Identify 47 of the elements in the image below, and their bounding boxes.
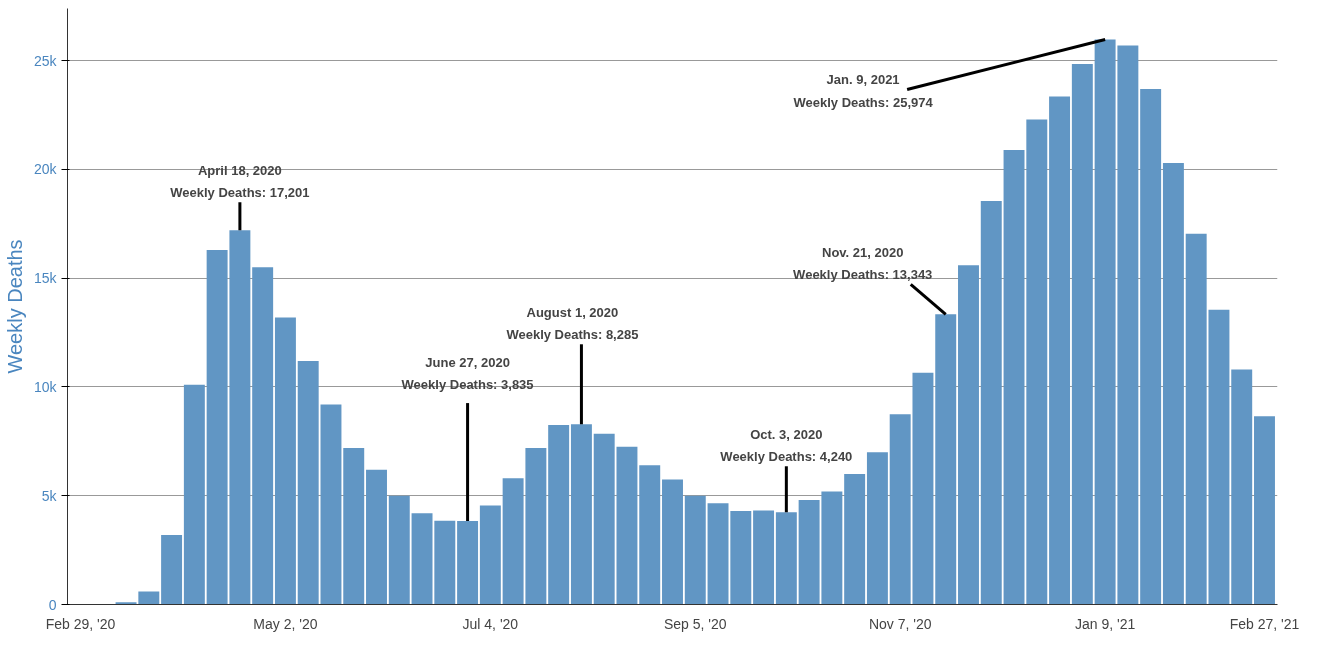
bar [958, 265, 979, 605]
bar [1254, 416, 1275, 605]
annotation: August 1, 2020 Weekly Deaths: 8,285 [506, 304, 639, 343]
x-tick-label: Feb 27, '21 [1229, 615, 1300, 632]
y-tick-label: 15k [33, 270, 58, 287]
y-tick-label: 0 [48, 596, 57, 613]
bar [161, 534, 183, 605]
bar [388, 495, 410, 605]
y-tick-label: 20k [33, 161, 58, 178]
bar [457, 521, 479, 605]
bar [775, 512, 797, 605]
bar [1231, 369, 1253, 605]
x-tick-label: Jul 4, '20 [462, 615, 519, 632]
y-tick-label: 5k [41, 487, 58, 504]
bar [1071, 63, 1093, 605]
bar [366, 469, 387, 605]
bar [548, 425, 570, 605]
bar [980, 201, 1002, 605]
x-tick-label: Sep 5, '20 [663, 615, 727, 632]
x-tick-label: Feb 29, '20 [45, 615, 116, 632]
bar [639, 465, 661, 605]
x-tick-label: Jan 9, '21 [1074, 615, 1136, 632]
annotation: Jan. 9, 2021 Weekly Deaths: 25,974 [793, 72, 934, 110]
bar [684, 495, 706, 605]
bar [252, 267, 274, 605]
y-tick-label: 25k [33, 52, 58, 69]
annotation: Oct. 3, 2020 Weekly Deaths: 4,240 [720, 426, 853, 465]
bar [274, 317, 296, 605]
annotation: Nov. 21, 2020 Weekly Deaths: 13,343 [793, 244, 933, 283]
bar [570, 424, 592, 605]
bar [866, 452, 888, 605]
y-tick-label: 10k [33, 378, 58, 395]
y-axis-title: Weekly Deaths [3, 239, 26, 374]
bar [935, 314, 957, 605]
bar [844, 473, 866, 605]
x-tick-label: May 2, '20 [253, 615, 318, 632]
annotation: April 18, 2020 Weekly Deaths: 17,201 [170, 162, 310, 201]
bar [753, 510, 775, 605]
bar [1140, 88, 1162, 605]
bar [1162, 162, 1184, 605]
bar [183, 384, 205, 605]
bar [1049, 96, 1071, 605]
annotation: June 27, 2020 Weekly Deaths: 3,835 [401, 354, 534, 393]
bar [479, 505, 501, 605]
bar [662, 479, 683, 605]
x-tick-label: Nov 7, '20 [868, 615, 932, 632]
bar [343, 447, 365, 605]
